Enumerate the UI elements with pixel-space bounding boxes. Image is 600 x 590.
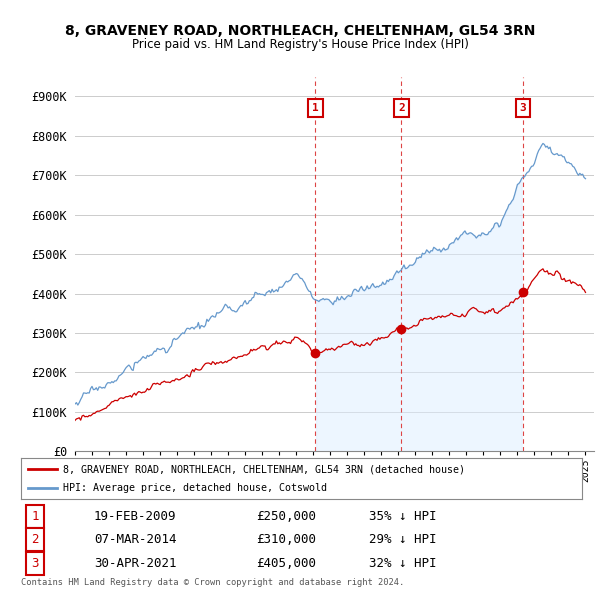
Text: 2: 2	[31, 533, 39, 546]
Text: 3: 3	[520, 103, 526, 113]
Text: HPI: Average price, detached house, Cotswold: HPI: Average price, detached house, Cots…	[63, 483, 327, 493]
Text: 29% ↓ HPI: 29% ↓ HPI	[369, 533, 436, 546]
Text: 1: 1	[312, 103, 319, 113]
Text: Contains HM Land Registry data © Crown copyright and database right 2024.: Contains HM Land Registry data © Crown c…	[21, 578, 404, 587]
Text: 19-FEB-2009: 19-FEB-2009	[94, 510, 176, 523]
Text: 35% ↓ HPI: 35% ↓ HPI	[369, 510, 436, 523]
Text: £310,000: £310,000	[257, 533, 317, 546]
Text: 2: 2	[398, 103, 405, 113]
Text: 32% ↓ HPI: 32% ↓ HPI	[369, 557, 436, 570]
Text: 1: 1	[31, 510, 39, 523]
Text: 3: 3	[31, 557, 39, 570]
Text: 30-APR-2021: 30-APR-2021	[94, 557, 176, 570]
Text: Price paid vs. HM Land Registry's House Price Index (HPI): Price paid vs. HM Land Registry's House …	[131, 38, 469, 51]
Text: 8, GRAVENEY ROAD, NORTHLEACH, CHELTENHAM, GL54 3RN (detached house): 8, GRAVENEY ROAD, NORTHLEACH, CHELTENHAM…	[63, 464, 465, 474]
Text: £405,000: £405,000	[257, 557, 317, 570]
Text: £250,000: £250,000	[257, 510, 317, 523]
Text: 07-MAR-2014: 07-MAR-2014	[94, 533, 176, 546]
Text: 8, GRAVENEY ROAD, NORTHLEACH, CHELTENHAM, GL54 3RN: 8, GRAVENEY ROAD, NORTHLEACH, CHELTENHAM…	[65, 24, 535, 38]
